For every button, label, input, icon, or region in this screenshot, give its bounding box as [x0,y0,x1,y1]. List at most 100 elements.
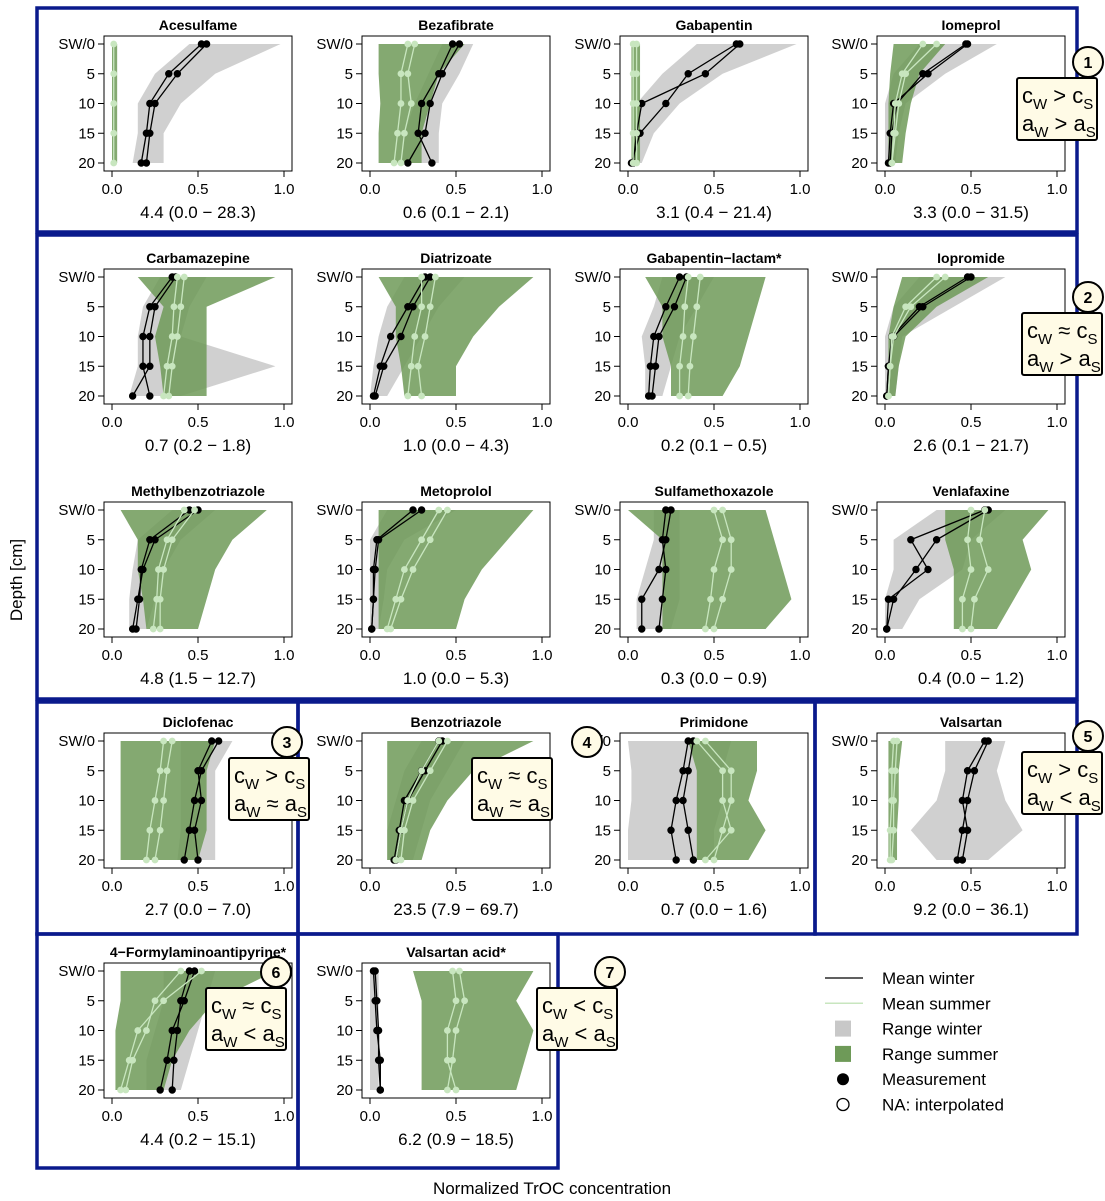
point-summer [177,303,185,311]
point-summer [941,273,949,281]
point-winter [180,856,188,864]
group-number: 3 [283,735,292,752]
point-summer [679,333,687,340]
point-summer [156,625,164,633]
group-number-badge [1072,46,1104,78]
group-number-badge [571,726,603,758]
point-winter [137,565,145,574]
point-summer [890,129,897,137]
point-summer [727,536,735,544]
x-tick-label: 0.0 [618,181,639,198]
x-tick-label: 0.5 [704,878,725,895]
point-winter [689,856,698,864]
x-tick-label: 0.0 [875,647,896,664]
legend-label: Range summer [882,1045,999,1064]
panel-subtitle: 23.5 (7.9 − 69.7) [393,900,518,919]
point-winter [163,1056,171,1064]
y-tick-label: 20 [78,388,95,405]
point-winter [197,796,206,805]
point-summer [727,767,735,775]
panel-title: Bezafibrate [418,17,494,33]
point-summer [686,362,694,370]
panel: SW/0 5 10 15 20 0.0 0.5 1.0 Iopromide 2.6 (0.1 − … [831,250,1067,455]
point-summer [160,392,168,400]
point-winter [658,595,667,603]
point-summer [888,856,896,864]
y-tick-label: 20 [78,621,95,638]
point-summer [404,40,412,48]
legend-symbol [836,1097,850,1112]
point-winter [404,159,412,167]
point-summer [392,595,400,603]
panel-subtitle: 2.7 (0.0 − 7.0) [145,900,251,919]
point-summer [886,362,894,370]
point-summer [890,826,897,834]
point-summer [984,566,992,573]
point-summer [151,997,159,1005]
x-axis-label: Normalized TrOC concentration [433,1179,671,1198]
panel-subtitle: 2.6 (0.1 − 21.7) [913,436,1029,455]
point-winter [915,303,924,311]
y-tick-label: SW/0 [831,269,868,286]
point-summer [151,856,159,864]
legend-symbol [837,1073,849,1086]
point-summer [689,333,697,340]
point-winter [932,536,941,544]
panel-subtitle: 0.7 (0.2 − 1.8) [145,436,251,455]
y-tick-label: 10 [336,562,353,579]
y-tick-label: SW/0 [574,502,611,519]
y-tick-label: 10 [594,793,611,810]
x-tick-label: 1.0 [274,414,295,431]
y-tick-label: 15 [78,1052,95,1069]
panel-subtitle: 0.3 (0.0 − 0.9) [661,669,767,688]
point-winter [146,332,154,341]
x-tick-label: 0.0 [618,647,639,664]
point-summer [418,303,426,311]
panel-subtitle: 4.4 (0.0 − 28.3) [140,203,256,222]
y-tick-label: 10 [851,329,868,346]
point-summer [435,737,443,745]
y-tick-label: SW/0 [58,269,95,286]
panel-subtitle: 3.1 (0.4 − 21.4) [656,203,772,222]
point-summer [407,100,415,107]
group-number-badge [1072,281,1104,313]
x-tick-label: 1.0 [532,647,553,664]
inequality-text: cW > cS [1027,757,1098,787]
point-summer [898,70,906,78]
panel: SW/0 5 10 15 20 0.0 0.5 1.0 Valsartan acid* 6.2 (… [316,944,552,1149]
y-tick-label: 10 [78,562,95,579]
point-summer [676,362,683,370]
point-winter [455,40,464,48]
point-summer [397,159,405,167]
x-tick-label: 0.5 [446,1108,467,1125]
inequality-text: aW > aS [1022,111,1096,141]
y-tick-label: 20 [851,155,868,172]
panel-subtitle: 1.0 (0.0 − 5.3) [403,669,509,688]
y-tick-label: 10 [78,1023,95,1040]
point-winter [679,796,687,805]
point-summer [142,1027,150,1034]
point-summer [146,826,154,834]
panel: SW/0 5 10 15 20 0.0 0.5 1.0 Diclofenac 2.7 (0.0 −… [58,714,294,919]
y-axis-label: Depth [cm] [7,539,26,621]
x-tick-label: 1.0 [532,1108,553,1125]
panel-title: Diclofenac [163,714,234,730]
point-summer [173,273,181,281]
x-tick-label: 0.5 [446,414,467,431]
point-summer [168,737,176,745]
point-summer [727,826,735,834]
range-winter [885,510,1006,629]
point-summer [449,967,456,975]
point-summer [418,536,426,544]
point-summer [110,100,118,107]
inequality-text: cW ≈ cS [211,993,282,1023]
point-summer [400,129,408,137]
point-winter [135,595,144,603]
panel-title: Methylbenzotriazole [131,483,265,499]
point-winter [376,362,385,370]
y-tick-label: 5 [860,66,868,83]
point-summer [435,506,443,514]
point-summer [902,303,910,311]
point-winter [146,536,154,544]
